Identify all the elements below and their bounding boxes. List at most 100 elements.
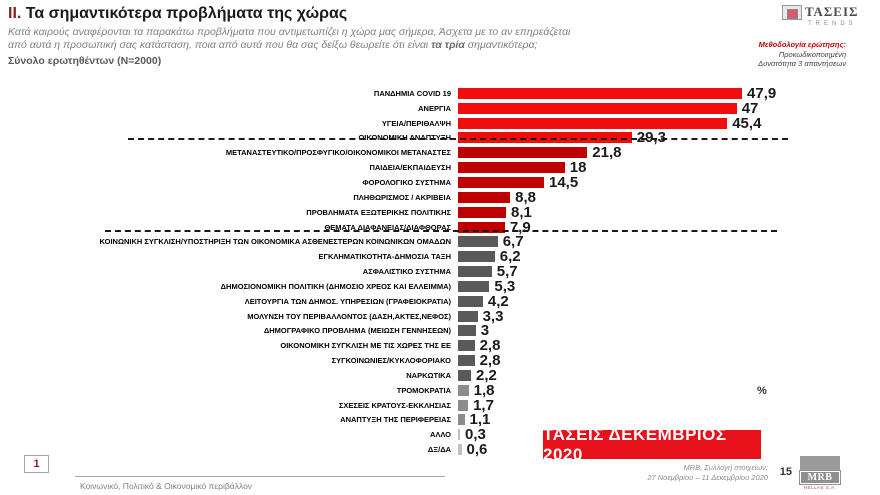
bar-label: ΑΣΦΑΛΙΣΤΙΚΟ ΣΥΣΤΗΜΑ (362, 267, 451, 277)
bar-label: ΑΝΑΠΤΥΞΗ ΤΗΣ ΠΕΡΙΦΕΡΕΙΑΣ (340, 415, 451, 425)
bar (458, 295, 483, 307)
bar-value: 21,8 (592, 144, 622, 162)
bar-value: 0,3 (465, 426, 486, 444)
methodology-note: Μεθοδολογία ερώτησης: Προκωδικοποιημένη … (758, 40, 846, 68)
bar-value: 14,5 (548, 173, 579, 191)
bar-label: ΣΥΓΚΟΙΝΩΝΙΕΣ/ΚΥΚΛΟΦΟΡΙΑΚΟ (331, 356, 451, 366)
bar-value: 45,4 (732, 114, 762, 132)
bar-label: ΥΓΕΙΑ/ΠΕΡΙΘΑΛΨΗ (381, 118, 451, 128)
mrb-logo-block (800, 456, 840, 471)
chart-row: ΟΙΚΟΝΟΜΙΚΗ ΑΝΑΠΤΥΞΗ 29,3 (0, 129, 880, 147)
bar-value: 2,2 (476, 366, 497, 384)
chart-row: ΝΑΡΚΩΤΙΚΑ 2,2 (0, 366, 880, 384)
bar (458, 280, 490, 292)
chart-row: ΛΕΙΤΟΥΡΓΙΑ ΤΩΝ ΔΗΜΟΣ. ΥΠΗΡΕΣΙΩΝ (ΓΡΑΦΕΙΟ… (0, 292, 880, 310)
dashed-separator-2 (105, 230, 777, 232)
bar-value: 1,1 (469, 411, 491, 429)
section-number: ΙΙ. (8, 5, 22, 22)
footer-section-label: Κοινωνικό, Πολιτικό & Οικονομικό περιβάλ… (80, 481, 253, 491)
dashed-separator-1 (128, 138, 788, 140)
chart-row: ΑΝΕΡΓΙΑ 47 (0, 100, 880, 117)
bar (458, 191, 511, 203)
bar-value: 3 (480, 322, 490, 340)
taseis-logo-text: ΤΑΣΕΙΣ (805, 4, 859, 19)
chart-row: ΑΣΦΑΛΙΣΤΙΚΟ ΣΥΣΤΗΜΑ 5,7 (0, 263, 880, 281)
bar (458, 147, 588, 159)
mrb-logo-subtext: HELLAS S.A. (803, 485, 837, 490)
chart-row: ΔΗΜΟΓΡΑΦΙΚΟ ΠΡΟΒΛΗΜΑ (ΜΕΙΩΣΗ ΓΕΝΝΗΣΕΩΝ) … (0, 322, 880, 340)
bar (458, 221, 505, 233)
chapter-number-box: 1 (24, 455, 49, 473)
bar (458, 369, 472, 381)
bar-label: ΠΑΝΔΗΜΙΑ COVID 19 (373, 88, 451, 98)
chart-row: ΣΥΓΚΟΙΝΩΝΙΕΣ/ΚΥΚΛΟΦΟΡΙΑΚΟ 2,8 (0, 352, 880, 370)
bar-label: ΠΛΗΘΩΡΙΣΜΟΣ / ΑΚΡΙΒΕΙΑ (353, 192, 451, 202)
bar (458, 266, 492, 278)
chart-row: ΦΟΡΟΛΟΓΙΚΟ ΣΥΣΤΗΜΑ 14,5 (0, 173, 880, 191)
taseis-logo-icon (782, 4, 802, 20)
bar-value: 29,3 (636, 129, 666, 147)
footer-divider (75, 476, 445, 477)
bar-value: 2,8 (479, 352, 501, 370)
bar-label: ΔΗΜΟΓΡΑΦΙΚΟ ΠΡΟΒΛΗΜΑ (ΜΕΙΩΣΗ ΓΕΝΝΗΣΕΩΝ) (263, 326, 451, 336)
bar-value: 8,8 (515, 188, 537, 206)
bar (458, 384, 469, 396)
percent-unit-label: % (757, 385, 767, 397)
bar (458, 325, 476, 337)
mrb-logo-text: MRB (799, 470, 841, 485)
chart-row: ΠΑΙΔΕΙΑ/ΕΚΠΑΙΔΕΥΣΗ 18 (0, 159, 880, 176)
sample-size: Σύνολο ερωτηθέντων (N=2000) (8, 55, 162, 67)
bar-value: 5,3 (494, 277, 516, 295)
chart-row: ΔΞ/ΔΑ 0,6 (0, 441, 880, 459)
bar-label: ΝΑΡΚΩΤΙΚΑ (406, 370, 451, 380)
bar-label: ΚΟΙΝΩΝΙΚΗ ΣΥΓΚΛΙΣΗ/ΥΠΟΣΤΗΡΙΞΗ ΤΩΝ ΟΙΚΟΝΟ… (99, 237, 451, 247)
chart-row: ΕΓΚΛΗΜΑΤΙΚΟΤΗΤΑ-ΔΗΜΟΣΙΑ ΤΑΞΗ 6,2 (0, 248, 880, 266)
bar (458, 414, 465, 426)
chart-row: ΔΗΜΟΣΙΟΝΟΜΙΚΗ ΠΟΛΙΤΙΚΗ (ΔΗΜΟΣΙΟ ΧΡΕΟΣ ΚΑ… (0, 277, 880, 295)
bar-value: 8,1 (511, 203, 532, 221)
bar-value: 1,7 (473, 396, 494, 414)
bar-label: ΠΑΙΔΕΙΑ/ΕΚΠΑΙΔΕΥΣΗ (369, 163, 451, 173)
bar-label: ΜΕΤΑΝΑΣΤΕΥΤΙΚΟ/ΠΡΟΣΦΥΓΙΚΟ/ΟΙΚΟΝΟΜΙΚΟΙ ΜΕ… (225, 148, 451, 158)
bar (458, 176, 544, 188)
bar (458, 87, 743, 99)
bar-label: ΑΛΛΟ (429, 430, 451, 440)
bar-value: 6,7 (502, 233, 524, 251)
chart-rows: ΠΑΝΔΗΜΙΑ COVID 19 47,9 ΑΝΕΡΓΙΑ 47 ΥΓΕΙΑ/… (0, 85, 880, 459)
bar-label: ΔΗΜΟΣΙΟΝΟΜΙΚΗ ΠΟΛΙΤΙΚΗ (ΔΗΜΟΣΙΟ ΧΡΕΟΣ ΚΑ… (220, 281, 451, 291)
bar-label: ΠΡΟΒΛΗΜΑΤΑ ΕΞΩΤΕΡΙΚΗΣ ΠΟΛΙΤΙΚΗΣ (306, 207, 451, 217)
bar-label: ΟΙΚΟΝΟΜΙΚΗ ΣΥΓΚΛΙΣΗ ΜΕ ΤΙΣ ΧΩΡΕΣ ΤΗΣ ΕΕ (280, 341, 451, 351)
taseis-logo-subtext: TRENDS (808, 21, 857, 27)
chart-row: ΜΟΛΥΝΣΗ ΤΟΥ ΠΕΡΙΒΑΛΛΟΝΤΟΣ (ΔΑΣΗ,ΑΚΤΕΣ,ΝΕ… (0, 308, 880, 325)
chart-row: ΠΡΟΒΛΗΜΑΤΑ ΕΞΩΤΕΡΙΚΗΣ ΠΟΛΙΤΙΚΗΣ 8,1 (0, 203, 880, 221)
source-note: MRB, Συλλογή στοιχείων: 27 Νοεμβρίου – 1… (647, 463, 768, 482)
bar-label: ΔΞ/ΔΑ (427, 445, 451, 455)
bar (458, 340, 475, 352)
chart-row: ΥΓΕΙΑ/ΠΕΡΙΘΑΛΨΗ 45,4 (0, 114, 880, 132)
chart-row: ΚΟΙΝΩΝΙΚΗ ΣΥΓΚΛΙΣΗ/ΥΠΟΣΤΗΡΙΞΗ ΤΩΝ ΟΙΚΟΝΟ… (0, 233, 880, 251)
bar (458, 132, 632, 144)
chart-row: ΑΝΑΠΤΥΞΗ ΤΗΣ ΠΕΡΙΦΕΡΕΙΑΣ 1,1 (0, 411, 880, 429)
bar (458, 310, 478, 322)
bar (458, 117, 728, 129)
title-text: Τα σημαντικότερα προβλήματα της χώρας (25, 5, 348, 22)
bar-value: 6,2 (499, 248, 521, 266)
chart-row: ΟΙΚΟΝΟΜΙΚΗ ΣΥΓΚΛΙΣΗ ΜΕ ΤΙΣ ΧΩΡΕΣ ΤΗΣ ΕΕ … (0, 337, 880, 355)
chart-row: ΤΡΟΜΟΚΡΑΤΙΑ 1,8 (0, 382, 880, 399)
bar-value: 2,8 (479, 337, 501, 355)
taseis-logo: ΤΑΣΕΙΣ TRENDS (782, 4, 868, 27)
bar (458, 444, 462, 456)
chart-row: ΠΑΝΔΗΜΙΑ COVID 19 47,9 (0, 85, 880, 102)
chart-row: ΠΛΗΘΩΡΙΣΜΟΣ / ΑΚΡΙΒΕΙΑ 8,8 (0, 188, 880, 206)
bar-label: ΜΟΛΥΝΣΗ ΤΟΥ ΠΕΡΙΒΑΛΛΟΝΤΟΣ (ΔΑΣΗ,ΑΚΤΕΣ,ΝΕ… (247, 311, 451, 321)
bar-value: 5,7 (496, 263, 518, 281)
chart-row: ΘΕΜΑΤΑ ΔΙΑΦΑΝΕΙΑΣ/ΔΙΑΦΘΟΡΑΣ 7,9 (0, 219, 880, 236)
bar-label: ΕΓΚΛΗΜΑΤΙΚΟΤΗΤΑ-ΔΗΜΟΣΙΑ ΤΑΞΗ (318, 252, 451, 262)
mrb-logo: MRB HELLAS S.A. (799, 456, 841, 490)
bar (458, 162, 565, 174)
bar-value: 0,6 (466, 441, 488, 459)
chart-row: ΑΛΛΟ 0,3 (0, 426, 880, 444)
bar-label: ΣΧΕΣΕΙΣ ΚΡΑΤΟΥΣ-ΕΚΚΛΗΣΙΑΣ (338, 400, 451, 410)
chart-row: ΣΧΕΣΕΙΣ ΚΡΑΤΟΥΣ-ΕΚΚΛΗΣΙΑΣ 1,7 (0, 396, 880, 414)
bar-value: 4,2 (487, 292, 509, 310)
